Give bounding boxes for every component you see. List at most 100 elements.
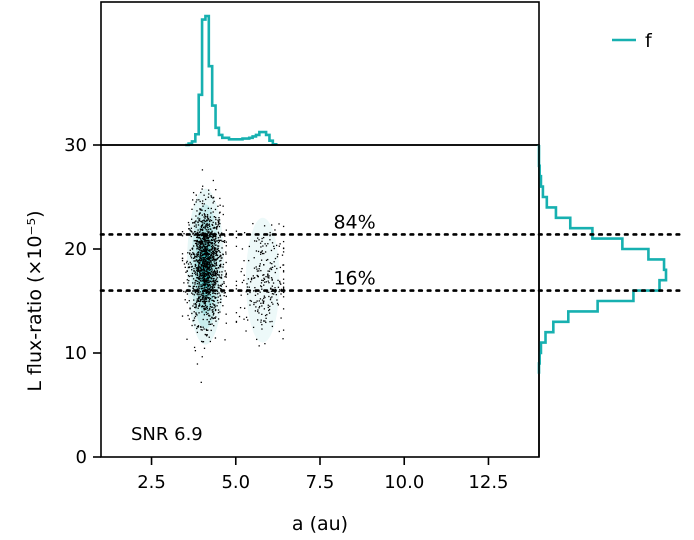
scatter-point: [271, 325, 274, 328]
scatter-point: [189, 285, 191, 288]
scatter-point: [207, 258, 209, 260]
scatter-point: [209, 315, 211, 317]
scatter-point: [282, 271, 285, 273]
scatter-point: [209, 297, 212, 300]
scatter-point: [194, 350, 197, 352]
scatter-point: [225, 273, 227, 276]
scatter-point: [204, 274, 206, 276]
scatter-point: [211, 267, 213, 270]
scatter-point: [259, 253, 262, 255]
scatter-point: [207, 239, 209, 241]
scatter-point: [186, 270, 188, 272]
scatter-point: [280, 317, 282, 319]
scatter-point: [204, 226, 206, 229]
scatter-point: [198, 231, 200, 234]
scatter-point: [213, 269, 216, 271]
scatter-point: [198, 292, 200, 294]
scatter-point: [193, 288, 195, 291]
scatter-point: [203, 241, 205, 243]
scatter-point: [263, 252, 265, 255]
scatter-point: [207, 257, 210, 259]
scatter-point: [196, 199, 198, 201]
scatter-point: [200, 325, 202, 328]
scatter-point: [261, 323, 263, 326]
scatter-point: [181, 253, 184, 255]
scatter-point: [196, 288, 199, 290]
scatter-point: [255, 266, 257, 268]
scatter-point: [196, 331, 199, 334]
scatter-point: [199, 228, 202, 230]
scatter-point: [216, 280, 219, 283]
scatter-point: [273, 247, 275, 250]
scatter-point: [204, 210, 206, 212]
legend-label-f: f: [645, 30, 653, 52]
scatter-point: [241, 281, 244, 284]
scatter-point: [213, 226, 216, 229]
scatter-point: [213, 261, 215, 263]
scatter-point: [243, 232, 246, 234]
y-tick-label: 30: [64, 135, 87, 156]
scatter-point: [205, 265, 207, 268]
scatter-point: [201, 280, 203, 282]
scatter-point: [282, 286, 285, 288]
scatter-point: [271, 224, 273, 226]
scatter-point: [188, 224, 190, 226]
scatter-point: [214, 306, 216, 308]
scatter-point: [218, 225, 221, 228]
scatter-point: [275, 293, 277, 296]
scatter-point: [209, 340, 212, 343]
scatter-point: [201, 209, 203, 211]
scatter-point: [271, 285, 273, 287]
scatter-point: [192, 293, 194, 295]
scatter-point: [206, 300, 208, 302]
scatter-point: [206, 277, 209, 279]
scatter-point: [206, 258, 208, 260]
scatter-point: [219, 197, 221, 200]
scatter-point: [196, 247, 199, 249]
scatter-point: [209, 272, 211, 274]
scatter-point: [200, 233, 202, 236]
scatter-point: [203, 262, 205, 265]
scatter-point: [197, 245, 199, 247]
scatter-point: [215, 267, 217, 270]
scatter-point: [252, 275, 254, 277]
scatter-point: [197, 280, 199, 283]
scatter-point: [188, 300, 190, 302]
scatter-point: [249, 281, 252, 283]
scatter-point: [212, 265, 214, 267]
scatter-point: [260, 269, 262, 272]
scatter-point: [209, 234, 211, 236]
scatter-point: [188, 228, 190, 230]
x-tick-label: 12.5: [468, 472, 508, 493]
scatter-point: [201, 228, 203, 231]
scatter-point: [201, 253, 204, 255]
scatter-point: [212, 280, 214, 282]
scatter-point: [204, 280, 206, 282]
scatter-point: [199, 277, 201, 279]
scatter-point: [210, 288, 213, 291]
scatter-point: [277, 279, 279, 282]
scatter-point: [192, 278, 195, 280]
scatter-point: [221, 257, 223, 259]
scatter-point: [213, 243, 215, 245]
scatter-point: [204, 198, 207, 201]
scatter-point: [189, 253, 191, 255]
scatter-point: [202, 326, 204, 328]
scatter-point: [214, 271, 216, 273]
scatter-point: [277, 286, 280, 288]
scatter-point: [201, 294, 203, 296]
scatter-point: [266, 291, 268, 293]
scatter-point: [188, 285, 190, 287]
scatter-point: [199, 300, 201, 303]
scatter-point: [208, 224, 210, 226]
scatter-point: [214, 248, 216, 251]
scatter-point: [262, 274, 264, 276]
scatter-point: [196, 266, 198, 269]
scatter-point: [255, 240, 258, 242]
scatter-point: [269, 298, 272, 301]
scatter-point: [194, 283, 196, 285]
scatter-point: [206, 237, 208, 240]
scatter-point: [207, 274, 210, 276]
scatter-point: [209, 265, 211, 268]
scatter-point: [210, 239, 213, 241]
